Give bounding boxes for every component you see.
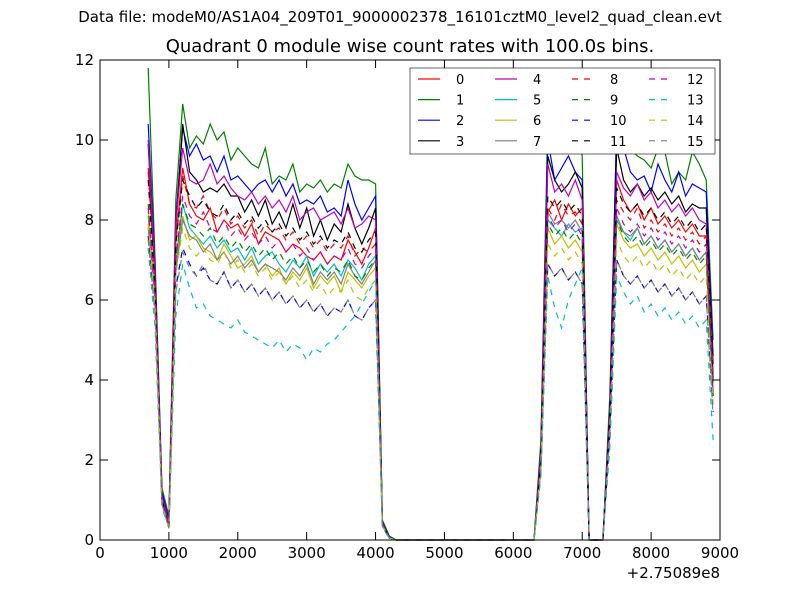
legend-label-12: 12 — [687, 73, 704, 88]
legend-label-5: 5 — [533, 94, 541, 109]
legend-label-9: 9 — [610, 94, 618, 109]
legend-label-6: 6 — [533, 114, 541, 129]
series-line-3 — [147, 123, 714, 541]
x-tick-label: 7000 — [563, 544, 601, 562]
x-tick-label: 9000 — [701, 544, 739, 562]
series-line-5 — [147, 203, 714, 541]
x-tick-label: 6000 — [494, 544, 532, 562]
x-tick-label: 0 — [95, 544, 105, 562]
y-tick-label: 6 — [84, 291, 94, 309]
legend-label-4: 4 — [533, 73, 541, 88]
series-line-10 — [147, 235, 714, 541]
chart-title: Quadrant 0 module wise count rates with … — [165, 36, 655, 57]
legend-label-10: 10 — [610, 114, 627, 129]
x-tick-label: 4000 — [356, 544, 394, 562]
legend-label-2: 2 — [456, 114, 464, 129]
legend-label-15: 15 — [687, 135, 704, 150]
series-line-7 — [147, 209, 714, 541]
series-line-15 — [147, 239, 714, 541]
legend-label-8: 8 — [610, 73, 618, 88]
axes-layer: 0 1000 2000 3000 4000 5000 6000 7000 8000 9000 0 2 4… — [75, 51, 739, 582]
y-tick-label: 2 — [84, 451, 94, 469]
y-tick-label: 8 — [84, 211, 94, 229]
legend-label-7: 7 — [533, 135, 541, 150]
legend-label-11: 11 — [610, 135, 627, 150]
data-file-title: Data file: modeM0/AS1A04_209T01_90000023… — [78, 8, 722, 26]
legend-label-1: 1 — [456, 94, 464, 109]
y-tick-label: 10 — [75, 131, 94, 149]
series-line-12 — [147, 195, 714, 541]
series-line-11 — [147, 177, 714, 541]
series-line-8 — [147, 171, 714, 541]
series-line-6 — [147, 211, 714, 541]
x-tick-label: 5000 — [425, 544, 463, 562]
x-tick-label: 2000 — [219, 544, 257, 562]
series-line-9 — [147, 203, 714, 541]
series-line-0 — [147, 167, 714, 541]
x-tick-label: 8000 — [632, 544, 670, 562]
y-tick-label: 4 — [84, 371, 94, 389]
x-tick-label: 3000 — [288, 544, 326, 562]
legend-label-13: 13 — [687, 94, 704, 109]
series-line-13 — [147, 247, 714, 541]
legend-label-14: 14 — [687, 114, 704, 129]
y-tick-label: 0 — [84, 531, 94, 549]
legend-box — [409, 67, 716, 155]
series-line-4 — [147, 139, 714, 541]
legend-label-3: 3 — [456, 135, 464, 150]
x-tick-label: 1000 — [150, 544, 188, 562]
series-line-2 — [147, 123, 714, 541]
legend-label-0: 0 — [456, 73, 464, 88]
series-line-1 — [147, 67, 714, 541]
series-line-14 — [147, 223, 714, 541]
y-tick-label: 12 — [75, 51, 94, 69]
x-offset-label: +2.75089e8 — [627, 564, 720, 582]
series-layer — [147, 67, 714, 541]
